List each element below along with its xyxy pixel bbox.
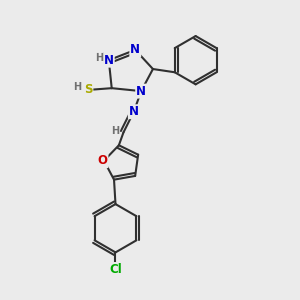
- Text: H: H: [73, 82, 81, 92]
- Text: H: H: [95, 53, 103, 63]
- Text: S: S: [84, 83, 92, 96]
- Text: N: N: [129, 105, 139, 118]
- Text: O: O: [98, 154, 107, 167]
- Text: H: H: [111, 126, 119, 136]
- Text: N: N: [136, 85, 146, 98]
- Text: H: H: [95, 52, 104, 62]
- Text: N: N: [130, 44, 140, 56]
- Text: Cl: Cl: [109, 263, 122, 276]
- Text: N: N: [104, 54, 114, 67]
